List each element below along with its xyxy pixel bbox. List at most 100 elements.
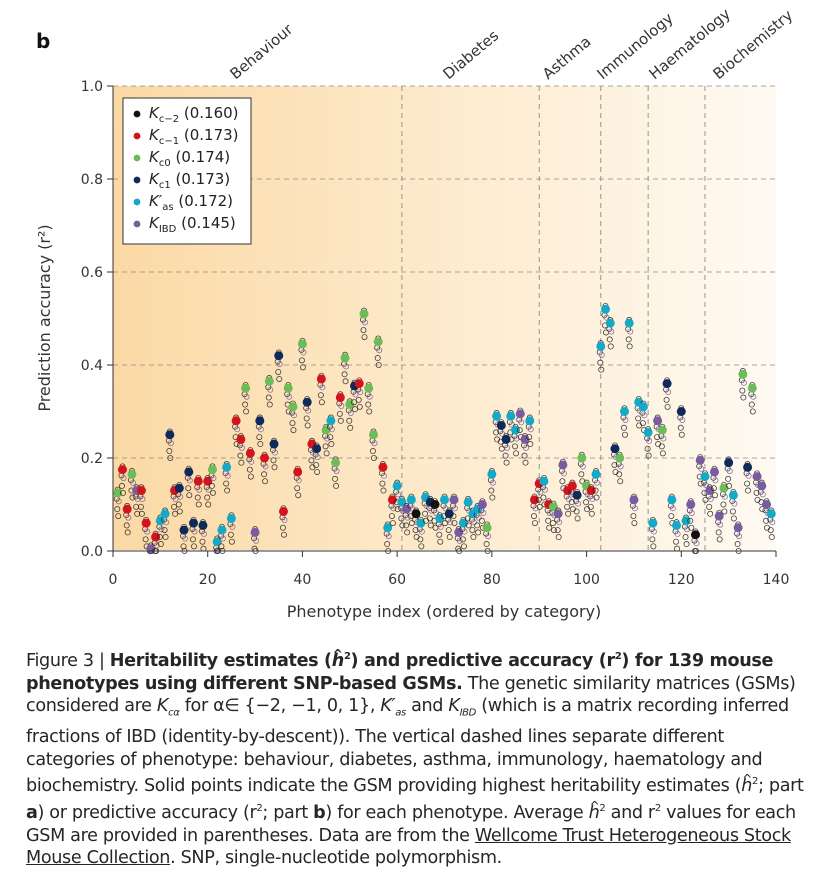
data-point-open [199,538,206,545]
data-point-best [345,400,355,410]
data-point-open [545,517,552,524]
data-point-open [267,386,274,393]
data-point-open [721,508,728,515]
data-point-open [725,475,732,482]
data-point-open [658,443,665,450]
data-point-open [129,479,136,486]
data-point-open [740,394,747,401]
data-point-open [437,523,444,530]
data-point-open [679,416,686,423]
data-point-open [736,533,743,540]
data-point-open [426,515,433,522]
data-point-open [418,528,425,535]
data-point-best [506,411,516,421]
data-point-best [686,500,696,509]
data-point-open [375,361,382,368]
data-point-open [365,401,372,408]
data-point-best [122,504,132,514]
data-point-open [223,480,230,487]
data-point-open [422,510,429,517]
data-point-open [607,343,614,350]
data-point-best [184,467,194,477]
category-labels: Behaviour Diabetes Asthma ImmunologyHaemato… [226,5,796,83]
data-point-open [360,327,367,334]
data-point-open [673,538,680,545]
data-point-open [133,503,140,510]
data-point-open [418,543,425,550]
data-point-best [387,495,397,505]
data-point-open [697,480,704,487]
data-point-open [523,444,530,451]
data-point-open [351,399,358,406]
y-axis-label: Prediction accuracy (r²) [35,224,54,411]
data-point-best [672,520,682,530]
data-point-open [579,478,586,485]
data-point-best [340,353,350,363]
data-point-best [151,532,161,542]
data-point-open [763,517,770,524]
data-point-best [743,462,753,472]
data-point-open [639,420,646,427]
data-point-best [283,383,293,393]
data-point-open [234,426,241,433]
data-point-best [411,509,421,519]
data-point-open [299,364,306,371]
data-point-best [335,393,345,403]
data-point-open [574,515,581,522]
data-point-open [337,417,344,424]
data-point-open [200,530,207,537]
data-point-open [347,424,354,431]
data-point-open [324,435,331,442]
data-point-open [186,492,193,499]
data-point-open [327,434,334,441]
data-point-open [205,486,212,493]
data-point-open [172,496,179,503]
data-point-best [136,486,146,496]
data-point-open [731,500,738,507]
data-point-open [158,526,165,533]
data-point-open [314,454,321,461]
data-point-open [587,503,594,510]
legend-entry: KIBD (0.145) [149,214,236,235]
data-point-best [359,309,369,319]
data-point-best [274,351,284,361]
data-point-open [526,434,533,441]
data-point-open [243,393,250,400]
data-point-best [586,486,596,496]
legend-marker [133,110,141,118]
data-point-open [262,478,269,485]
data-point-open [565,510,572,517]
data-point-open [153,542,160,549]
data-point-open [530,513,537,520]
data-point-open [285,408,292,415]
data-point-best [160,509,170,519]
data-point-best [567,481,577,491]
data-point-open [361,319,368,326]
data-point-best [326,416,336,426]
data-point-open [734,541,741,548]
data-point-open [276,375,283,382]
data-point-best [207,465,217,475]
data-point-open [537,489,544,496]
data-point-open [357,389,364,396]
data-point-open [172,510,179,517]
data-point-open [171,503,178,510]
source-collection-link[interactable]: Wellcome Trust Heterogeneous Stock Mouse… [26,825,791,869]
data-point-best [577,453,587,463]
data-point-open [261,471,268,478]
data-point-open [693,540,700,547]
data-point-best [174,483,184,493]
data-point-open [478,517,485,524]
data-point-best [681,516,691,526]
data-point-best [482,523,492,533]
data-point-open [535,496,542,503]
data-point-open [167,454,174,461]
data-point-open [428,507,435,514]
data-point-best [629,495,639,505]
data-point-best [430,500,440,509]
data-point-open [369,448,376,455]
data-point-open [504,444,511,451]
data-point-open [115,498,122,505]
data-point-open [461,528,468,535]
data-point-open [114,506,121,513]
